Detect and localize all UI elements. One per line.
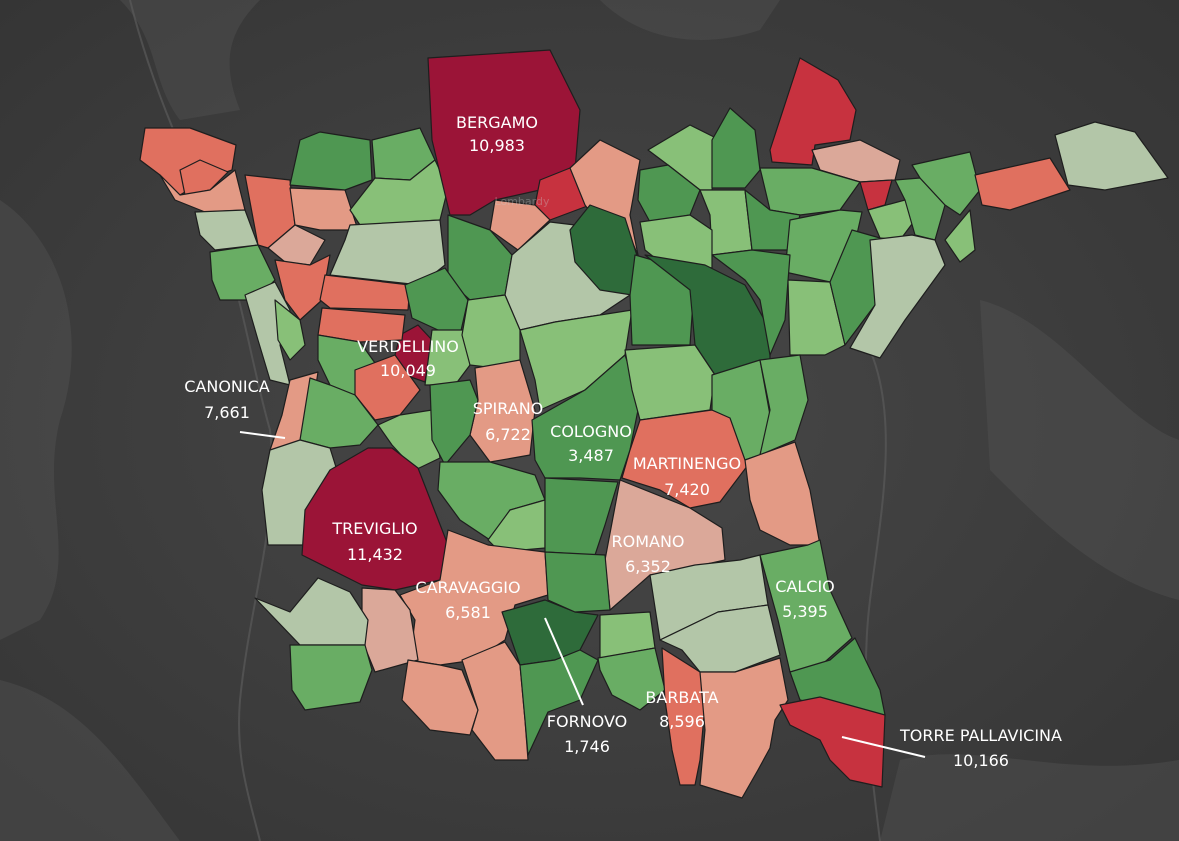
label-name-martinengo: MARTINENGO <box>633 454 741 473</box>
municipality-region[interactable] <box>544 477 619 556</box>
label-value-martinengo: 7,420 <box>664 480 710 499</box>
municipality-region[interactable] <box>289 131 373 191</box>
municipality-region[interactable] <box>974 157 1071 211</box>
municipality-region[interactable] <box>867 199 916 241</box>
label-name-treviglio: TREVIGLIO <box>331 519 417 538</box>
municipality-region[interactable] <box>319 274 411 311</box>
leader-line-canonica <box>239 431 286 439</box>
municipality-region[interactable] <box>759 539 853 673</box>
municipality-region[interactable] <box>531 354 641 481</box>
label-value-romano: 6,352 <box>625 557 671 576</box>
label-name-spirano: SPIRANO <box>473 399 544 418</box>
municipality-region[interactable] <box>427 49 581 216</box>
label-name-cologno: COLOGNO <box>550 422 632 441</box>
label-name-torre-pallavicina: TORRE PALLAVICINA <box>899 726 1062 745</box>
label-value-spirano: 6,722 <box>485 425 531 444</box>
label-name-romano: ROMANO <box>611 532 684 551</box>
label-value-cologno: 3,487 <box>568 446 614 465</box>
municipality-region[interactable] <box>787 279 846 356</box>
municipality-region[interactable] <box>274 299 306 361</box>
municipality-region[interactable] <box>317 307 406 343</box>
label-name-calcio: CALCIO <box>775 577 835 596</box>
label-name-verdellino: VERDELLINO <box>357 337 459 356</box>
leader-line-torre-pallavicina <box>841 736 926 758</box>
label-value-fornovo: 1,746 <box>564 737 610 756</box>
basemap-label: Lombardy <box>495 195 550 208</box>
municipality-region[interactable] <box>699 657 789 799</box>
label-name-canonica: CANONICA <box>184 377 270 396</box>
label-value-torre-pallavicina: 10,166 <box>953 751 1009 770</box>
municipality-region[interactable] <box>377 409 441 471</box>
municipality-region[interactable] <box>1054 121 1169 191</box>
municipality-region[interactable] <box>159 169 246 213</box>
municipality-region[interactable] <box>194 209 259 251</box>
municipality-layer <box>139 49 1169 799</box>
municipality-region[interactable] <box>289 644 373 711</box>
label-name-barbata: BARBATA <box>645 688 718 707</box>
municipality-region[interactable] <box>267 224 326 266</box>
label-value-bergamo: 10,983 <box>469 136 525 155</box>
municipality-region[interactable] <box>424 329 471 386</box>
label-value-verdellino: 10,049 <box>380 361 436 380</box>
label-value-barbata: 8,596 <box>659 712 705 731</box>
municipality-region[interactable] <box>659 604 781 673</box>
label-value-treviglio: 11,432 <box>347 545 403 564</box>
label-value-caravaggio: 6,581 <box>445 603 491 622</box>
leader-line-fornovo <box>544 617 584 706</box>
municipality-region[interactable] <box>179 159 229 196</box>
label-name-bergamo: BERGAMO <box>456 113 538 132</box>
label-value-calcio: 5,395 <box>782 602 828 621</box>
municipality-region[interactable] <box>597 647 666 711</box>
municipality-labels: BERGAMO 10,983 VERDELLINO 10,049 CANONIC… <box>184 113 1062 770</box>
municipality-region[interactable] <box>489 199 551 251</box>
municipality-region[interactable] <box>769 57 857 166</box>
municipality-region[interactable] <box>349 159 449 226</box>
municipality-region[interactable] <box>429 379 479 466</box>
municipality-region[interactable] <box>711 249 791 356</box>
leader-lines <box>239 431 926 758</box>
municipality-region[interactable] <box>911 151 981 216</box>
municipality-region[interactable] <box>944 209 976 263</box>
municipality-region[interactable] <box>544 551 611 613</box>
municipality-region[interactable] <box>461 641 529 761</box>
label-value-canonica: 7,661 <box>204 403 250 422</box>
municipality-region[interactable] <box>624 344 716 421</box>
municipality-region[interactable] <box>759 354 809 456</box>
label-name-fornovo: FORNOVO <box>547 712 627 731</box>
municipality-region[interactable] <box>744 441 821 546</box>
label-name-caravaggio: CARAVAGGIO <box>415 578 520 597</box>
municipality-region[interactable] <box>849 234 946 359</box>
municipality-region[interactable] <box>779 696 886 788</box>
